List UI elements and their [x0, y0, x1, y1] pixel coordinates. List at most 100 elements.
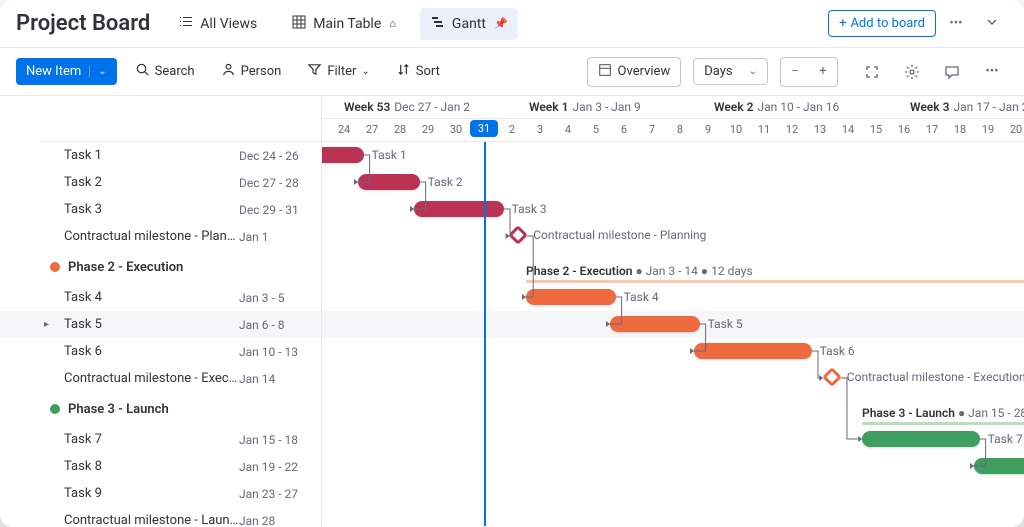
row-name: Task 9: [64, 486, 239, 501]
gantt-bar[interactable]: Task 7: [862, 431, 980, 447]
day-cell: 3: [322, 123, 330, 136]
expand-icon[interactable]: ▸: [44, 319, 49, 330]
milestone-icon: [822, 367, 842, 387]
bar-label: Task 4: [624, 289, 659, 305]
collapse-button[interactable]: [976, 8, 1008, 40]
task-row[interactable]: Task 1Dec 24 - 26: [0, 142, 321, 169]
gantt-bar[interactable]: Task 4: [526, 289, 616, 305]
gantt-bar[interactable]: Task 8: [974, 458, 1024, 474]
timeline-row: Task 4: [322, 284, 1024, 311]
week-header: ec 26Week 53Dec 27 - Jan 2Week 1Jan 3 - …: [322, 96, 1024, 119]
timeline-body: Task 1 Task 2 Task 3 Contractual milestone …: [322, 142, 1024, 526]
day-cell: 14: [834, 123, 862, 136]
row-dates: Jan 14: [239, 372, 275, 386]
gantt-bar[interactable]: Task 1: [322, 147, 364, 163]
zoom-in-button[interactable]: +: [809, 58, 837, 86]
person-button[interactable]: Person: [213, 56, 290, 87]
milestone[interactable]: Contractual milestone - Planning: [509, 226, 527, 244]
comment-button[interactable]: [936, 56, 968, 88]
gantt-bar[interactable]: Task 3: [414, 201, 504, 217]
day-cell: 8: [666, 123, 694, 136]
plus-icon: +: [839, 16, 846, 31]
filter-icon: [307, 62, 322, 81]
task-row[interactable]: Task 8Jan 19 - 22: [0, 453, 321, 480]
timeline-row: [322, 507, 1024, 526]
task-row[interactable]: Task 2Dec 27 - 28: [0, 169, 321, 196]
row-name: Contractual milestone - Launch: [64, 513, 239, 526]
more-button[interactable]: •••: [976, 56, 1008, 88]
chevron-down-icon: [984, 14, 1000, 34]
day-cell: 18: [946, 123, 974, 136]
gantt-timeline[interactable]: ec 26Week 53Dec 27 - Jan 2Week 1Jan 3 - …: [322, 96, 1024, 526]
task-row[interactable]: Contractual milestone - PlanningJan 1: [0, 223, 321, 250]
row-name: Contractual milestone - Planning: [64, 229, 239, 244]
topbar: Project Board All Views Main Table ⌂ Gan…: [0, 0, 1024, 48]
view-label: All Views: [200, 16, 257, 32]
task-row[interactable]: Task 6Jan 10 - 13: [0, 338, 321, 365]
row-dates: Jan 10 - 13: [239, 345, 298, 359]
row-name: Phase 3 - Launch: [68, 402, 243, 417]
more-menu-button[interactable]: •••: [940, 8, 972, 40]
task-row[interactable]: Task 4Jan 3 - 5: [0, 284, 321, 311]
group-color-dot: [50, 404, 60, 414]
pin-icon: 📌: [494, 17, 508, 30]
week-label: Week 3Jan 17 - Jan 23: [910, 100, 1024, 114]
view-all-views[interactable]: All Views: [168, 8, 267, 40]
chevron-down-icon[interactable]: ⌄: [89, 66, 106, 77]
chevron-down-icon: ⌄: [749, 66, 757, 77]
day-cell: 28: [386, 123, 414, 136]
day-cell: 3: [526, 123, 554, 136]
task-row[interactable]: Task 3Dec 29 - 31: [0, 196, 321, 223]
new-item-label: New Item: [26, 64, 81, 79]
gantt-bar[interactable]: Task 5: [610, 316, 700, 332]
summary-label: Phase 2 - Execution ● Jan 3 - 14 ● 12 da…: [526, 264, 753, 278]
fullscreen-button[interactable]: [856, 56, 888, 88]
overview-button[interactable]: Overview: [587, 57, 682, 87]
zoom-out-button[interactable]: −: [781, 58, 809, 86]
view-gantt[interactable]: Gantt 📌: [420, 8, 518, 40]
day-cell: 12: [778, 123, 806, 136]
search-button[interactable]: Search: [127, 56, 203, 87]
task-row[interactable]: Task 7Jan 15 - 18: [0, 426, 321, 453]
view-main-table[interactable]: Main Table ⌂: [281, 8, 406, 40]
new-item-button[interactable]: New Item ⌄: [16, 58, 117, 85]
timeline-row: Task 8: [322, 453, 1024, 480]
timeline-row: Task 5: [322, 311, 1024, 338]
row-name: Task 7: [64, 432, 239, 447]
timeline-row: Contractual milestone - Planning: [322, 223, 1024, 250]
week-label: Week 2Jan 10 - Jan 16: [714, 100, 839, 114]
day-cell: 29: [414, 123, 442, 136]
days-dropdown[interactable]: Days ⌄: [693, 58, 768, 85]
gantt-bar[interactable]: Task 2: [358, 174, 420, 190]
timeline-row: Task 6: [322, 338, 1024, 365]
board-title: Project Board: [16, 11, 150, 36]
group-row[interactable]: Phase 2 - Execution: [0, 250, 321, 284]
day-cell: 19: [974, 123, 1002, 136]
sort-button[interactable]: Sort: [388, 56, 448, 87]
week-label: Week 1Jan 3 - Jan 9: [529, 100, 641, 114]
milestone[interactable]: Contractual milestone - Execution: [823, 368, 841, 386]
row-dates: Jan 19 - 22: [239, 460, 298, 474]
bar-label: Task 3: [512, 201, 547, 217]
search-icon: [135, 62, 150, 81]
gantt-bar[interactable]: Task 6: [694, 343, 812, 359]
task-row[interactable]: ▸Task 5Jan 6 - 8: [0, 311, 321, 338]
group-row[interactable]: Phase 3 - Launch: [0, 392, 321, 426]
row-dates: Jan 23 - 27: [239, 487, 298, 501]
row-dates: Dec 29 - 31: [239, 203, 299, 217]
task-row[interactable]: Task 9Jan 23 - 27: [0, 480, 321, 507]
add-to-board-button[interactable]: + Add to board: [828, 10, 936, 37]
task-row[interactable]: Contractual milestone - LaunchJan 28: [0, 507, 321, 526]
summary-label: Phase 3 - Launch ● Jan 15 - 28 ● 14 days: [862, 406, 1024, 420]
timeline-row: Task 9: [322, 480, 1024, 507]
settings-button[interactable]: [896, 56, 928, 88]
day-cell: 6: [610, 123, 638, 136]
row-name: Task 4: [64, 290, 239, 305]
view-label: Gantt: [452, 16, 486, 32]
filter-button[interactable]: Filter ⌄: [299, 56, 377, 87]
week-label: Week 53Dec 27 - Jan 2: [344, 100, 470, 114]
task-row[interactable]: Contractual milestone - ExecutionJan 14: [0, 365, 321, 392]
search-label: Search: [155, 64, 195, 79]
day-cell: 10: [722, 123, 750, 136]
bar-label: Task 7: [988, 431, 1023, 447]
